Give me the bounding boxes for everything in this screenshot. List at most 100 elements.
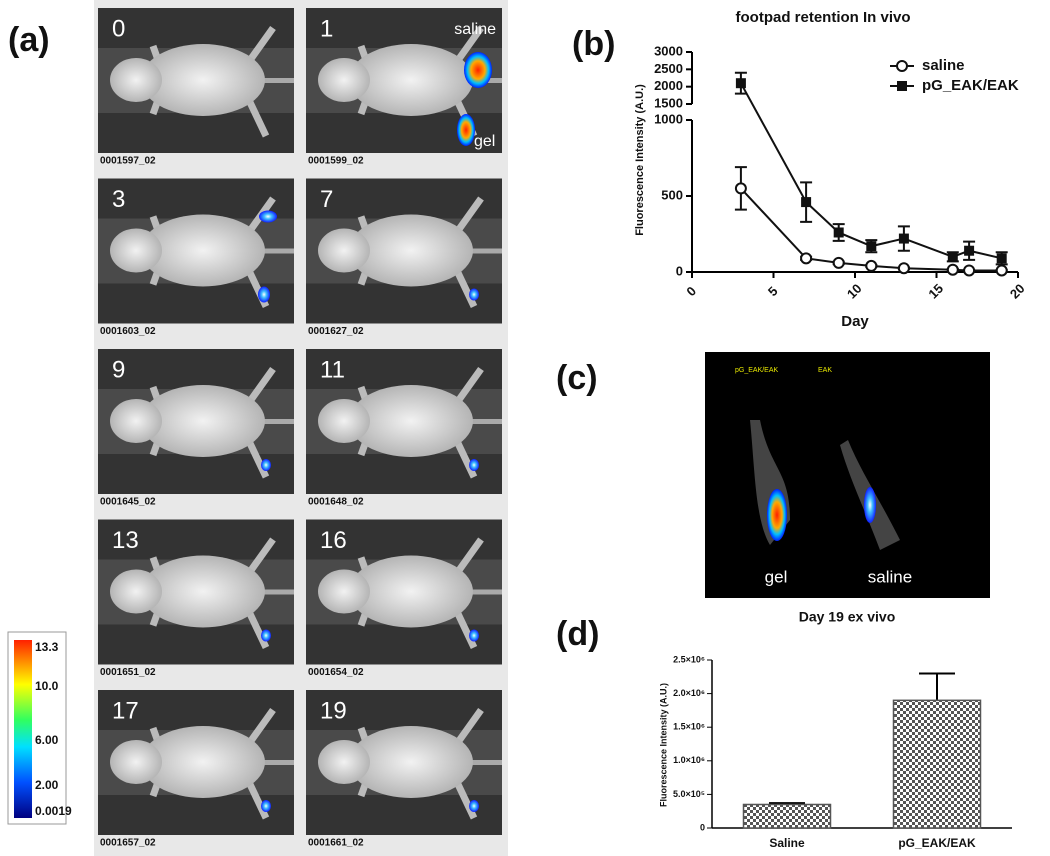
marker [996,253,1007,264]
tail [258,248,294,254]
marker [947,251,958,262]
panel-label: (b) [572,25,615,63]
head [318,569,370,614]
tile-label: gel [474,133,495,150]
hotspot [767,489,787,541]
head [110,740,162,784]
marker [995,264,1008,277]
mouse-image: 9 0001645_02 [98,349,294,508]
tail [258,589,294,595]
legs [357,707,484,820]
x-tick-label: 5 [765,283,781,299]
head [110,569,162,614]
body [141,44,265,116]
image-id: 0001654_02 [308,667,364,678]
error-bar [919,672,955,701]
day-label: 17 [112,697,139,724]
panel-label: (d) [556,615,599,653]
head [110,58,162,102]
day-label: 7 [320,186,333,213]
day-label: 13 [112,527,139,554]
hotspot [464,52,492,88]
mouse-image: 11 0001648_02 [306,349,502,508]
tail [466,419,502,424]
mouse-image: 19 0001661_02 [306,690,502,849]
x-tick-label: Saline [769,836,805,850]
x-tick-label: 0 [683,283,699,299]
y-tick-label: 2.0×10⁶ [673,688,705,698]
marker [735,78,746,89]
marker [833,227,844,238]
y-tick-label: 1000 [654,111,683,126]
marker [734,182,747,195]
body [141,555,265,628]
y-tick-label: 2500 [654,61,683,76]
image-label: saline [868,567,912,586]
body [349,44,473,116]
panel-label: (c) [556,359,598,397]
image-id: 0001597_02 [100,156,156,167]
y-axis-label: Fluorescence Intensity (A.U.) [658,683,668,807]
y-tick-label: 2000 [654,78,683,93]
bar [742,803,832,829]
y-axis-label: Fluorescence Intensity (A.U.) [634,84,646,236]
hotspot [469,288,479,301]
image-id: 0001661_02 [308,838,364,849]
legs [357,366,484,479]
day-label: 0 [112,15,125,42]
marker [897,262,910,275]
image-id: 0001627_02 [308,326,364,337]
day-label: 11 [320,356,345,383]
image-id: 0001657_02 [100,838,156,849]
mouse-image: 0 0001597_02 [98,8,294,167]
marker [964,245,975,256]
legend-label: pG_EAK/EAK [922,77,1019,94]
mouse-image: 17 0001657_02 [98,690,294,849]
tail [466,589,502,595]
hotspot [469,459,479,471]
colorbar [14,640,32,818]
marker [898,233,909,244]
tail [258,78,294,83]
legs [357,196,484,308]
hotspot [457,114,475,146]
mouse-image: 3 0001603_02 [98,178,294,337]
legs [357,537,484,649]
legend-marker [897,81,907,91]
mouse-image: 7 0001627_02 [306,178,502,337]
tail [466,248,502,254]
y-tick-label: 5.0×10⁵ [673,789,705,799]
tail [258,419,294,424]
tail [466,760,502,765]
legs [149,537,276,649]
body [349,555,473,628]
hotspot [258,286,270,303]
y-tick-label: 500 [661,187,683,202]
y-tick-label: 2.5×10⁶ [673,654,705,664]
legend-marker [896,60,908,72]
day-label: 1 [320,15,333,42]
marker [801,197,812,208]
hotspot [261,629,271,642]
hotspot [261,459,271,471]
head [110,399,162,443]
legs [149,707,276,820]
body [349,726,473,798]
marker [865,259,878,272]
day-label: 19 [320,697,347,724]
colorbar-label: 2.00 [35,778,59,792]
x-axis-label: Day [841,313,869,330]
image-label: gel [765,567,788,586]
marker [946,263,959,276]
y-tick-label: 3000 [654,43,683,58]
legs [149,25,276,138]
y-tick-label: 1.5×10⁶ [673,722,705,732]
panel-label: (a) [8,21,50,59]
image-id: 0001651_02 [100,667,156,678]
hotspot [864,487,876,523]
colorbar-label: 13.3 [35,640,59,654]
colorbar-label: 6.00 [35,733,59,747]
series-line [740,187,1002,272]
day-label: 9 [112,356,125,383]
